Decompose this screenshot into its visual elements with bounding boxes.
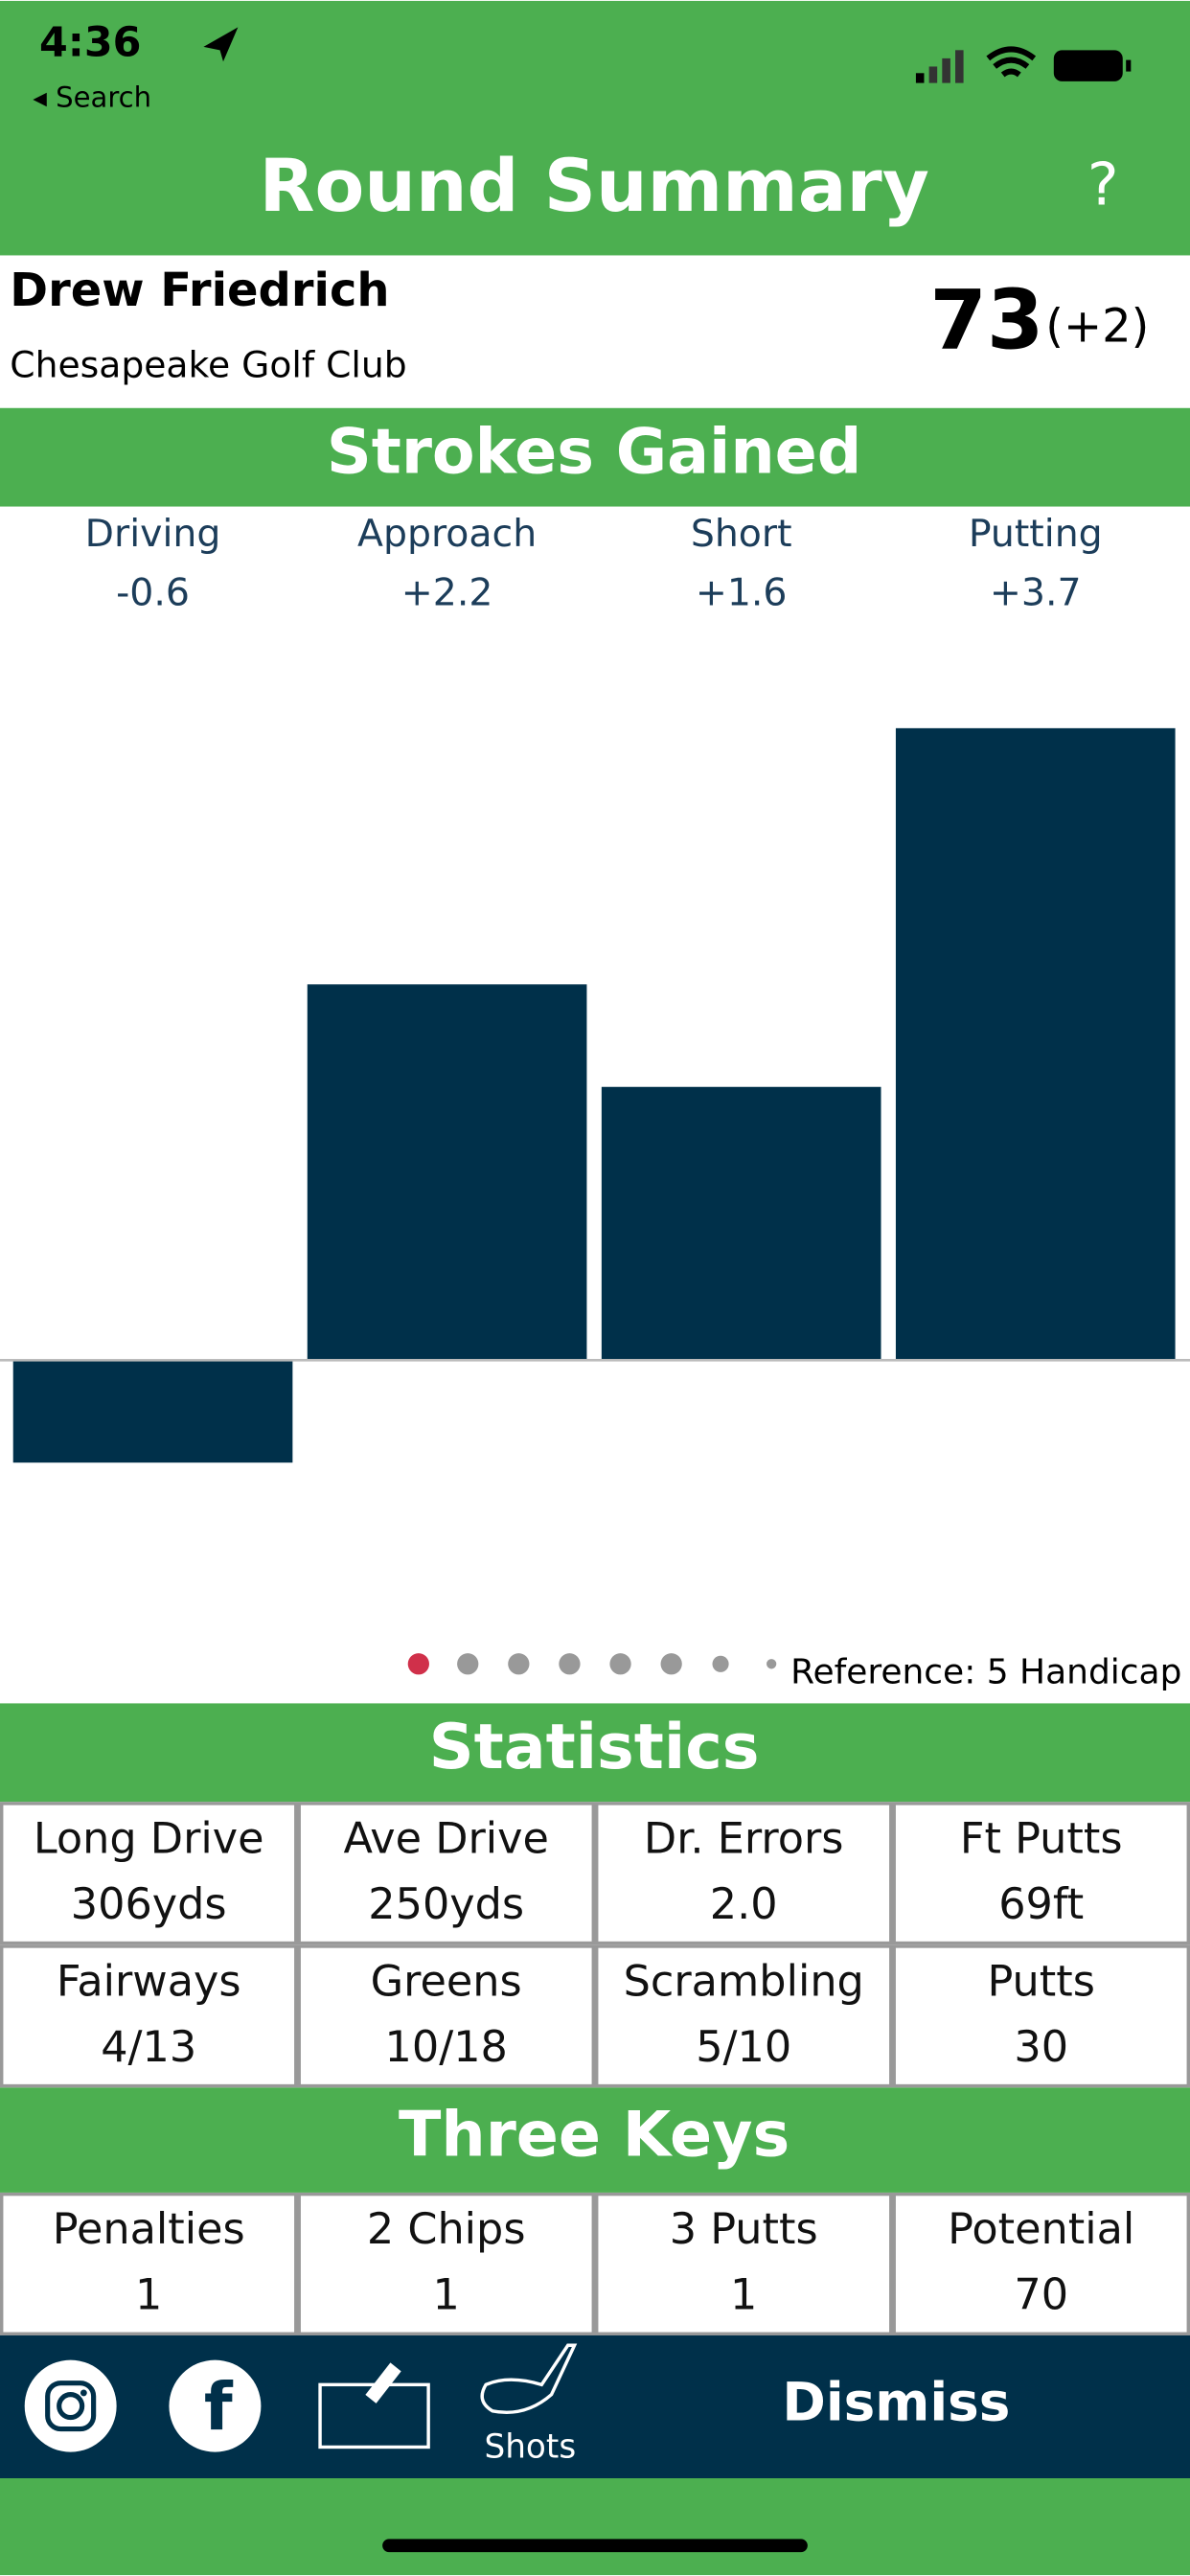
stat-value: 306yds (71, 1879, 227, 1929)
screen-title: Round Summary (259, 144, 928, 228)
section-bar (0, 2087, 1190, 2193)
stat-label: Penalties (53, 2204, 245, 2254)
time: 4:36 (39, 19, 142, 67)
stat-value: 5/10 (696, 2022, 791, 2072)
category-label: Short (691, 512, 792, 556)
stat-label: Fairways (57, 1956, 241, 2006)
stat-label: 2 Chips (367, 2204, 526, 2254)
stat-value: 250yds (368, 1879, 524, 1929)
value-label: +3.7 (990, 571, 1082, 615)
stat-cell (0, 1944, 298, 2088)
to-par: (+2) (1045, 300, 1149, 354)
stat-label: Dr. Errors (644, 1813, 844, 1863)
category-label: Approach (357, 512, 537, 556)
dismiss-button[interactable]: Dismiss (782, 2372, 1010, 2433)
bar (307, 984, 587, 1361)
stat-cell (297, 1944, 595, 2088)
stat-cell (892, 1802, 1190, 1945)
chart-title: Strokes Gained (327, 417, 862, 489)
stat-cell (297, 2192, 595, 2335)
stat-label: Putts (987, 1956, 1094, 2006)
stat-cell (0, 1802, 298, 1945)
shots-button[interactable]: Shots (480, 2343, 578, 2467)
section-bar (0, 1703, 1190, 1803)
stat-label: Scrambling (624, 1956, 864, 2006)
facebook-button[interactable]: f (169, 2359, 262, 2452)
stat-label: Potential (948, 2204, 1134, 2254)
wifi-icon (986, 46, 1037, 78)
category-label: Putting (969, 512, 1103, 556)
stat-cell (0, 2192, 298, 2335)
shots-label: Shots (484, 2428, 576, 2467)
location-icon (203, 27, 239, 62)
stat-cell (297, 1802, 595, 1945)
stat-cell (595, 1944, 893, 2088)
value-label: +1.6 (696, 571, 788, 615)
footer-bg (0, 2478, 1190, 2576)
stat-value: 1 (135, 2270, 162, 2320)
stat-value: 70 (1014, 2270, 1068, 2320)
stat-label: Long Drive (34, 1813, 264, 1863)
stat-cell (595, 2192, 893, 2335)
value-label: -0.6 (116, 571, 190, 615)
stat-label: Greens (371, 1956, 522, 2006)
stat-value: 69ft (998, 1879, 1084, 1929)
svg-text:f: f (204, 2369, 234, 2446)
score: 73 (929, 273, 1043, 369)
player-name: Drew Friedrich (10, 264, 389, 317)
scorecard-button[interactable] (318, 2362, 430, 2450)
stat-cell (892, 1944, 1190, 2088)
stat-value: 1 (433, 2270, 460, 2320)
category-label: Driving (85, 512, 221, 556)
stat-label: Ave Drive (343, 1813, 548, 1863)
stat-value: 10/18 (385, 2022, 508, 2072)
stat-value: 2.0 (710, 1879, 778, 1929)
page-dots (407, 1653, 777, 1675)
battery-tip (1126, 59, 1132, 72)
stat-cell (892, 2192, 1190, 2335)
instagram-button[interactable] (24, 2359, 117, 2452)
chart-note: Reference: 5 Handicap (790, 1653, 1181, 1692)
stat-label: Ft Putts (960, 1813, 1123, 1863)
stat-value: 1 (730, 2270, 757, 2320)
back-link[interactable]: ◂ Search (33, 81, 151, 114)
stat-value: 4/13 (101, 2022, 196, 2072)
section-title: Three Keys (399, 2099, 790, 2171)
battery-icon (1053, 50, 1123, 81)
bar (895, 727, 1176, 1361)
bar (12, 1360, 293, 1463)
home-indicator (382, 2539, 808, 2553)
stat-cell (595, 1802, 893, 1945)
stat-value: 30 (1014, 2022, 1068, 2072)
stat-label: 3 Putts (670, 2204, 818, 2254)
bar (601, 1087, 881, 1361)
header-bg (0, 0, 1190, 256)
help-button[interactable]: ? (1087, 150, 1119, 218)
value-label: +2.2 (401, 571, 493, 615)
course-name: Chesapeake Golf Club (10, 343, 406, 385)
section-title: Statistics (429, 1712, 760, 1783)
section-bar (0, 407, 1190, 507)
signal-icon (915, 50, 964, 83)
